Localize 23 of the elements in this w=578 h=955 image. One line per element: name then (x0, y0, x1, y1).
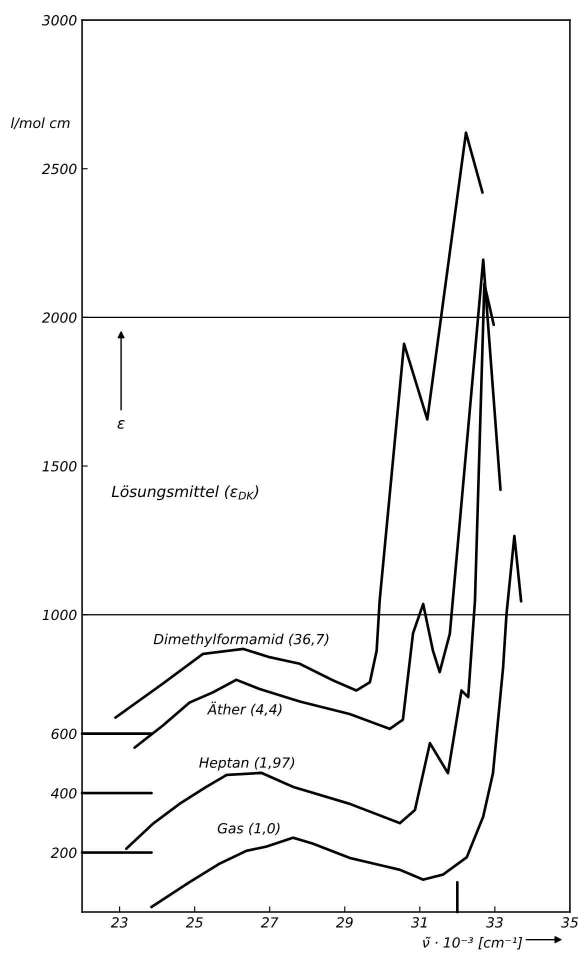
y-axis-title: l/mol cm (10, 117, 70, 130)
x-tick-label: 29 (336, 917, 353, 928)
y-tick-label: 600 (52, 728, 77, 740)
y-tick-label: 2000 (42, 312, 77, 323)
x-tick-label: 27 (260, 917, 278, 928)
series-label: Heptan (1,97) (199, 757, 294, 771)
y-tick-label: 200 (50, 848, 77, 858)
x-tick-label: 33 (486, 917, 503, 928)
annotation: Lösungsmittel (ε$_{DK}$) (112, 485, 258, 500)
series-label: Dimethylformamid (36,7) (154, 634, 328, 648)
x-tick-label: 35 (561, 917, 578, 928)
x-tick-label: 25 (186, 917, 203, 928)
y-tick-label: 1500 (42, 461, 77, 472)
y-tick-label: 400 (50, 788, 77, 799)
series-label: Gas (1,0) (218, 822, 280, 836)
y-tick-label: 2500 (42, 164, 77, 174)
series-label: Äther (4,4) (206, 702, 282, 716)
x-tick-label: 31 (410, 917, 427, 928)
annotation: ε (118, 420, 125, 429)
x-axis-title: ν̃ · 10⁻³ [cm⁻¹] (423, 936, 522, 950)
y-tick-label: 1000 (42, 610, 77, 620)
x-tick-label: 23 (110, 917, 128, 928)
y-tick-label: 3000 (42, 15, 77, 26)
